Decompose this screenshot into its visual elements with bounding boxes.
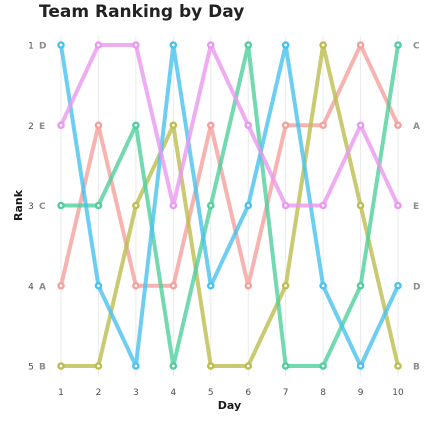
end-label-A: A	[413, 122, 420, 132]
series-point-A-9	[356, 41, 365, 49]
series-point-A-4	[169, 281, 178, 290]
series-point-A-7	[281, 121, 290, 130]
chart-title: Team Ranking by Day	[39, 2, 245, 22]
start-label-D: D	[39, 42, 46, 52]
series-point-C-8	[319, 362, 327, 370]
start-label-C: C	[39, 202, 46, 212]
series-point-D-8	[319, 281, 327, 290]
y-tick-label-3: 3	[28, 202, 34, 212]
series-point-E-9	[356, 121, 365, 130]
series-point-D-1	[57, 41, 65, 49]
x-tick-label-3: 3	[133, 388, 139, 398]
y-tick-label-2: 2	[28, 122, 34, 132]
series-line-A	[59, 43, 400, 288]
series-point-E-8	[319, 201, 327, 210]
x-tick-label-6: 6	[245, 388, 251, 398]
x-tick-label-1: 1	[58, 388, 64, 398]
y-axis-title: Rank	[12, 189, 25, 221]
series-point-E-7	[281, 201, 290, 210]
start-label-B: B	[39, 363, 46, 373]
series-point-D-6	[244, 201, 253, 210]
series-point-D-5	[206, 281, 215, 290]
series-point-C-6	[244, 41, 253, 49]
series-line-B	[59, 43, 400, 368]
series-point-D-2	[94, 281, 103, 290]
series-point-A-10	[394, 121, 402, 130]
series-point-E-6	[244, 121, 253, 130]
series-point-B-2	[94, 362, 103, 370]
series-point-E-5	[206, 41, 215, 49]
series-point-C-1	[57, 201, 65, 210]
series-point-D-9	[356, 362, 365, 370]
series-point-A-5	[206, 121, 215, 130]
y-tick-label-5: 5	[28, 363, 34, 373]
series-point-C-10	[394, 41, 402, 49]
series-point-B-4	[169, 121, 178, 130]
series-point-A-2	[94, 121, 103, 130]
start-label-A: A	[39, 282, 46, 292]
x-tick-label-5: 5	[208, 388, 214, 398]
series-point-B-9	[356, 201, 365, 210]
series-point-A-1	[57, 281, 65, 290]
series-point-C-7	[281, 362, 290, 370]
series-point-C-3	[132, 121, 140, 130]
x-tick-label-4: 4	[170, 388, 176, 398]
end-label-C: C	[413, 42, 420, 52]
series-point-A-6	[244, 281, 253, 290]
series-point-B-5	[206, 362, 215, 370]
series-point-B-1	[57, 362, 65, 370]
series-point-B-7	[281, 281, 290, 290]
x-axis-title: Day	[218, 399, 241, 412]
end-label-B: B	[413, 363, 420, 373]
y-tick-label-4: 4	[28, 282, 34, 292]
start-label-E: E	[39, 122, 45, 132]
series-point-C-4	[169, 362, 178, 370]
series-point-D-10	[394, 281, 402, 290]
series-point-D-7	[281, 41, 290, 49]
series-point-E-4	[169, 201, 178, 210]
series-point-D-4	[169, 41, 178, 49]
series-point-E-3	[132, 41, 140, 49]
series-line-E	[59, 43, 400, 208]
end-label-E: E	[413, 202, 419, 212]
series-point-E-10	[394, 201, 402, 210]
end-label-D: D	[413, 282, 420, 292]
series-point-E-2	[94, 41, 103, 49]
series-point-A-3	[132, 281, 140, 290]
y-tick-label-1: 1	[28, 42, 34, 52]
series-point-E-1	[57, 121, 65, 130]
series-point-B-3	[132, 201, 140, 210]
x-tick-label-2: 2	[96, 388, 102, 398]
series-line-D	[59, 43, 400, 368]
series-point-C-9	[356, 281, 365, 290]
series-point-C-2	[94, 201, 103, 210]
series-point-B-6	[244, 362, 253, 370]
series-point-C-5	[206, 201, 215, 210]
series-point-D-3	[132, 362, 140, 370]
x-tick-label-9: 9	[358, 388, 364, 398]
x-tick-label-8: 8	[320, 388, 326, 398]
series-point-B-8	[319, 41, 327, 49]
x-tick-label-7: 7	[283, 388, 289, 398]
series-point-B-10	[394, 362, 402, 370]
series-point-A-8	[319, 121, 327, 130]
x-tick-label-10: 10	[392, 388, 404, 398]
